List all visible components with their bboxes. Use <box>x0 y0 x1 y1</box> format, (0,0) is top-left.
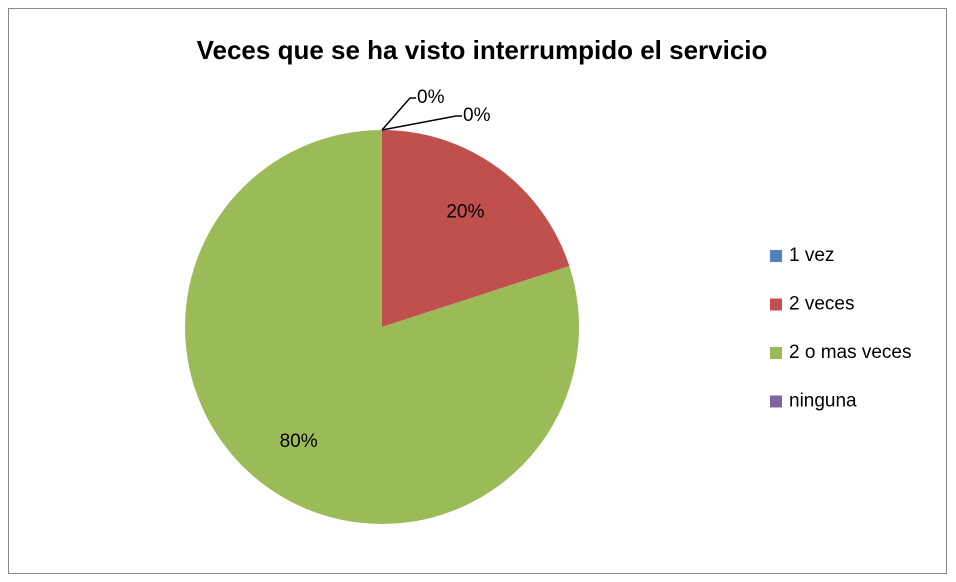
leader-line <box>381 115 462 131</box>
pie-slice <box>185 130 580 524</box>
legend-label: 2 veces <box>789 294 854 315</box>
legend-label: ninguna <box>789 391 857 412</box>
data-label: 0% <box>463 105 491 126</box>
legend-swatch <box>770 250 782 262</box>
leader-line <box>381 97 416 131</box>
legend-swatch <box>770 395 782 408</box>
legend-label: 2 o mas veces <box>789 342 912 363</box>
pie-slice <box>382 130 570 327</box>
legend-label: 1 vez <box>789 245 834 266</box>
data-label: 80% <box>280 431 318 452</box>
legend-swatch <box>770 298 782 311</box>
data-label: 20% <box>446 201 484 222</box>
data-label: 0% <box>417 87 445 108</box>
chart-title: Veces que se ha visto interrumpido el se… <box>197 35 768 65</box>
legend-swatch <box>770 347 782 359</box>
